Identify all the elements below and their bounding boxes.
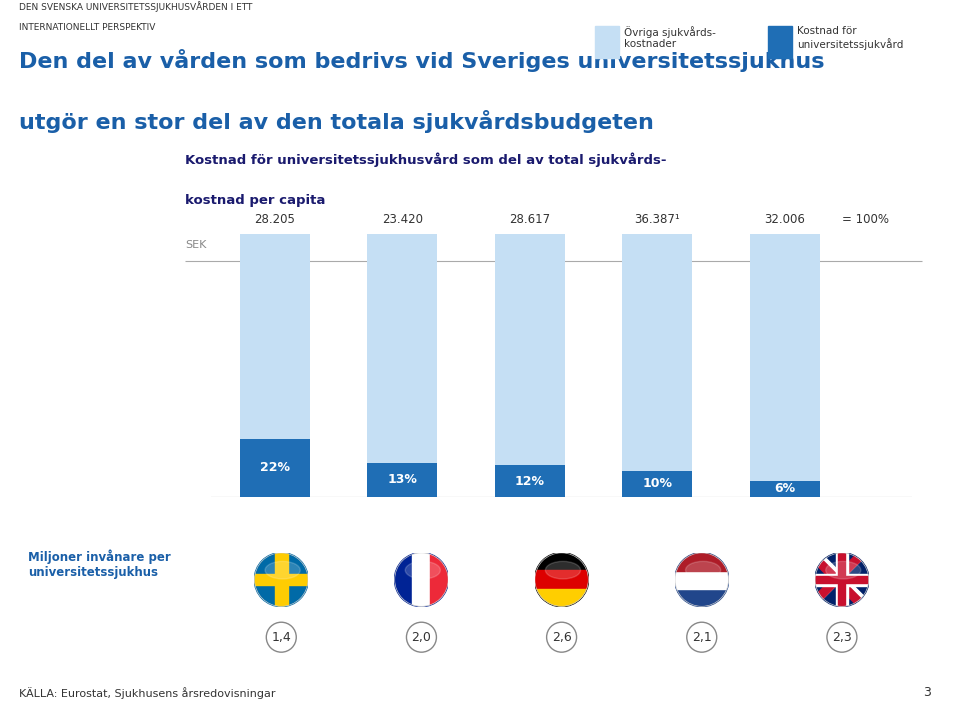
Ellipse shape bbox=[545, 562, 581, 579]
Ellipse shape bbox=[395, 553, 448, 606]
Ellipse shape bbox=[405, 562, 441, 579]
Text: 2,1: 2,1 bbox=[692, 631, 711, 644]
Bar bbox=[535, 570, 588, 588]
Bar bbox=[430, 553, 448, 606]
Bar bbox=[275, 553, 288, 606]
Text: 32.006: 32.006 bbox=[764, 213, 805, 226]
Text: 28.205: 28.205 bbox=[254, 213, 296, 226]
Bar bbox=[622, 234, 692, 497]
Text: 10%: 10% bbox=[642, 477, 672, 490]
Ellipse shape bbox=[815, 553, 869, 606]
Ellipse shape bbox=[675, 553, 729, 606]
Text: 28.617: 28.617 bbox=[509, 213, 550, 226]
Text: kostnad per capita: kostnad per capita bbox=[185, 194, 325, 207]
Text: Den del av vården som bedrivs vid Sveriges universitetssjukhus: Den del av vården som bedrivs vid Sverig… bbox=[19, 49, 825, 72]
Text: 3: 3 bbox=[924, 686, 931, 700]
Text: 2,6: 2,6 bbox=[552, 631, 571, 644]
Bar bbox=[836, 553, 848, 606]
Text: 2,3: 2,3 bbox=[832, 631, 852, 644]
Ellipse shape bbox=[826, 562, 861, 579]
Text: SEK: SEK bbox=[185, 240, 206, 251]
Polygon shape bbox=[815, 553, 869, 606]
Polygon shape bbox=[815, 553, 869, 606]
Ellipse shape bbox=[535, 553, 588, 606]
Text: Kostnad för
universitetssjukvård: Kostnad för universitetssjukvård bbox=[797, 26, 903, 50]
Ellipse shape bbox=[254, 553, 308, 606]
Polygon shape bbox=[815, 553, 869, 606]
Text: = 100%: = 100% bbox=[842, 213, 889, 226]
Bar bbox=[750, 481, 820, 497]
Text: 6%: 6% bbox=[774, 482, 795, 495]
Text: Övriga sjukvårds-
kostnader: Övriga sjukvårds- kostnader bbox=[624, 26, 716, 50]
Bar bbox=[622, 470, 692, 497]
Text: Kostnad för universitetssjukhusvård som del av total sjukvårds-: Kostnad för universitetssjukhusvård som … bbox=[185, 153, 666, 167]
Bar bbox=[368, 463, 438, 497]
Bar bbox=[768, 26, 792, 58]
Polygon shape bbox=[815, 553, 869, 606]
Bar bbox=[675, 553, 729, 571]
Bar bbox=[595, 26, 619, 58]
Bar bbox=[535, 588, 588, 606]
Text: DEN SVENSKA UNIVERSITETSSJUKHUSVÅRDEN I ETT: DEN SVENSKA UNIVERSITETSSJUKHUSVÅRDEN I … bbox=[19, 1, 252, 12]
Bar bbox=[254, 575, 308, 585]
Bar bbox=[368, 234, 438, 497]
Bar bbox=[240, 234, 310, 497]
Text: 2,0: 2,0 bbox=[412, 631, 431, 644]
Bar bbox=[675, 570, 729, 588]
Bar bbox=[240, 439, 310, 497]
Text: 22%: 22% bbox=[260, 462, 290, 474]
Bar bbox=[815, 574, 869, 585]
Bar bbox=[815, 576, 869, 583]
Text: INTERNATIONELLT PERSPEKTIV: INTERNATIONELLT PERSPEKTIV bbox=[19, 23, 156, 32]
Bar bbox=[412, 553, 430, 606]
Text: 23.420: 23.420 bbox=[382, 213, 422, 226]
Bar bbox=[494, 465, 564, 497]
Text: 36.387¹: 36.387¹ bbox=[635, 213, 680, 226]
Bar bbox=[838, 553, 846, 606]
Text: 12%: 12% bbox=[515, 474, 544, 487]
Text: Miljoner invånare per
universitetssjukhus: Miljoner invånare per universitetssjukhu… bbox=[29, 549, 171, 580]
Text: 13%: 13% bbox=[388, 473, 418, 486]
Ellipse shape bbox=[685, 562, 721, 579]
Ellipse shape bbox=[265, 562, 300, 579]
Text: 1,4: 1,4 bbox=[272, 631, 291, 644]
Polygon shape bbox=[815, 553, 869, 606]
Bar bbox=[750, 234, 820, 497]
Bar bbox=[494, 234, 564, 497]
Text: utgör en stor del av den totala sjukvårdsbudgeten: utgör en stor del av den totala sjukvård… bbox=[19, 110, 654, 133]
Text: KÄLLA: Eurostat, Sjukhusens årsredovisningar: KÄLLA: Eurostat, Sjukhusens årsredovisni… bbox=[19, 687, 276, 699]
